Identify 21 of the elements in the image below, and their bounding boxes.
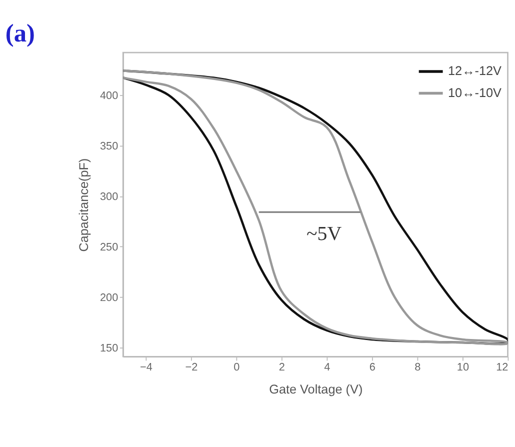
x-axis-title: Gate Voltage (V) bbox=[269, 382, 363, 396]
x-tick-label: −4 bbox=[140, 362, 152, 374]
x-tick-label: −2 bbox=[185, 362, 198, 374]
legend-label: 12↔-12V bbox=[448, 64, 502, 78]
y-tick-label: 150 bbox=[100, 342, 118, 355]
x-tick-label: 10 bbox=[456, 362, 470, 374]
x-tick-label: 2 bbox=[278, 362, 285, 374]
y-tick-label: 250 bbox=[100, 242, 118, 254]
x-tick-label: 12 bbox=[496, 362, 508, 374]
y-tick-label: 300 bbox=[100, 191, 118, 204]
y-tick-label: 400 bbox=[100, 90, 118, 102]
y-tick-label: 350 bbox=[100, 140, 118, 153]
x-tick-label: 6 bbox=[369, 362, 376, 374]
annotation: ~5V bbox=[306, 222, 342, 245]
y-tick-label: 200 bbox=[100, 292, 118, 304]
y-axis-title: Capacitance(pF) bbox=[77, 158, 92, 252]
x-tick-label: 0 bbox=[234, 362, 240, 374]
chart-title: (a) bbox=[5, 20, 35, 48]
legend-label: 10↔-10V bbox=[448, 86, 502, 100]
x-tick-label: 4 bbox=[324, 362, 330, 374]
x-tick-label: 8 bbox=[414, 362, 421, 374]
